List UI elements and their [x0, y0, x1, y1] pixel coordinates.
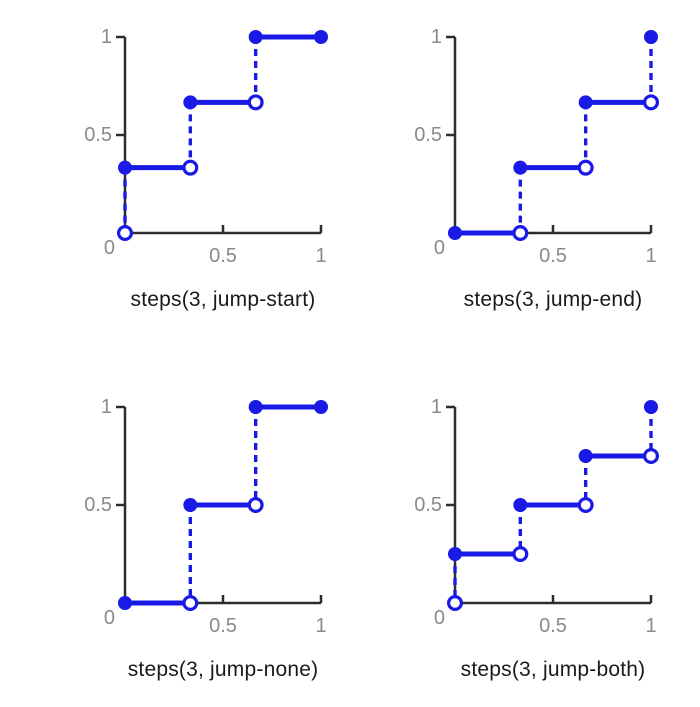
svg-text:1: 1: [645, 245, 656, 267]
chart-jump-start: 0 0.5 1 0.5 1 steps(3, jump-start): [0, 0, 350, 353]
svg-text:1: 1: [315, 245, 326, 267]
chart-canvas-jump-end: 0 0.5 1 0.5 1: [414, 26, 660, 267]
svg-text:0: 0: [434, 607, 445, 629]
chart-canvas-jump-start: 0 0.5 1 0.5 1: [84, 26, 328, 267]
svg-text:0.5: 0.5: [209, 245, 237, 267]
chart-canvas-jump-both: 0 0.5 1 0.5 1: [414, 396, 660, 637]
svg-text:0.5: 0.5: [414, 124, 442, 146]
svg-text:0: 0: [434, 237, 445, 259]
svg-text:0.5: 0.5: [84, 494, 112, 516]
chart-caption-jump-both: steps(3, jump-both): [460, 658, 646, 681]
svg-text:0: 0: [104, 237, 115, 259]
chart-canvas-jump-none: 0 0.5 1 0.5 1: [84, 396, 328, 637]
chart-caption-jump-end: steps(3, jump-end): [463, 288, 643, 311]
chart-caption-jump-none: steps(3, jump-none): [127, 658, 319, 681]
chart-jump-both: 0 0.5 1 0.5 1 steps(3, jump-both): [350, 353, 700, 706]
chart-caption-jump-start: steps(3, jump-start): [130, 288, 316, 311]
svg-text:0.5: 0.5: [84, 124, 112, 146]
svg-text:0: 0: [104, 607, 115, 629]
svg-text:1: 1: [101, 396, 112, 418]
svg-text:0.5: 0.5: [539, 615, 567, 637]
svg-text:1: 1: [431, 396, 442, 418]
svg-text:1: 1: [431, 26, 442, 48]
svg-text:1: 1: [645, 615, 656, 637]
chart-jump-end: 0 0.5 1 0.5 1 steps(3, jump-end): [350, 0, 700, 353]
svg-text:0.5: 0.5: [209, 615, 237, 637]
chart-jump-none: 0 0.5 1 0.5 1 steps(3, jump-none): [0, 353, 350, 706]
svg-text:0.5: 0.5: [414, 494, 442, 516]
svg-text:1: 1: [315, 615, 326, 637]
svg-text:1: 1: [101, 26, 112, 48]
svg-text:0.5: 0.5: [539, 245, 567, 267]
